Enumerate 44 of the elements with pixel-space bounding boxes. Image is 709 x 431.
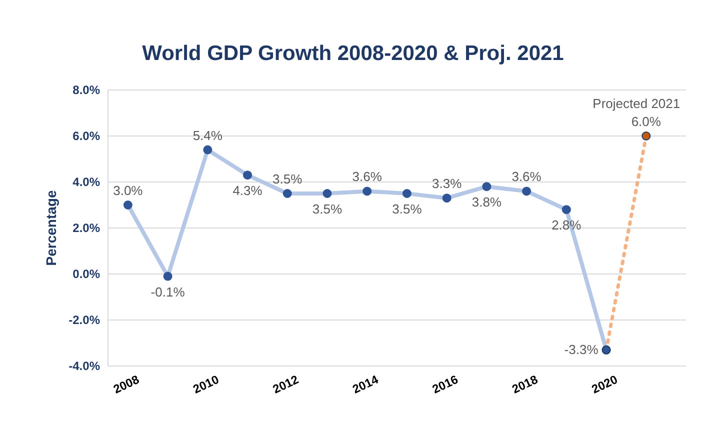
point <box>642 132 651 140</box>
point <box>322 189 332 198</box>
y-tick-label: 8.0% <box>72 83 100 97</box>
y-tick-label: -2.0% <box>68 313 100 327</box>
point <box>362 186 372 196</box>
data-label: 3.5% <box>272 172 303 186</box>
y-tick-label: -4.0% <box>68 359 100 373</box>
annotation: Projected 2021 <box>592 96 680 111</box>
y-tick-label: 2.0% <box>72 221 100 235</box>
y-tick-label: 6.0% <box>72 129 100 143</box>
x-tick-label: 2014 <box>350 372 381 396</box>
x-tick-label: 2020 <box>590 372 620 396</box>
point <box>562 205 571 214</box>
data-label: 5.4% <box>192 128 223 143</box>
x-tick-label: 2008 <box>111 372 142 396</box>
x-tick-label: 2012 <box>270 372 302 396</box>
data-label: 3.3% <box>432 176 462 192</box>
data-label: -3.3% <box>564 342 599 357</box>
x-tick-label: 2016 <box>430 372 460 396</box>
data-label: 4.3% <box>232 183 263 198</box>
data-label: -0.1% <box>150 284 186 300</box>
data-label: 6.0% <box>631 114 662 129</box>
y-tick-label: 4.0% <box>72 175 100 189</box>
data-label: 3.0% <box>113 183 144 198</box>
x-tick-label: 2018 <box>510 372 540 396</box>
chart-title: World GDP Growth 2008-2020 & Proj. 2021 <box>142 42 564 65</box>
point <box>163 272 172 281</box>
data-label: 3.5% <box>312 202 342 216</box>
point <box>243 170 252 180</box>
x-tick-label: 2010 <box>190 372 222 396</box>
data-label: 3.6% <box>512 169 542 184</box>
data-label: 3.6% <box>352 169 382 184</box>
data-label: 3.5% <box>392 202 422 216</box>
point <box>282 189 292 198</box>
data-label: 2.8% <box>552 218 582 233</box>
point <box>203 145 212 154</box>
y-tick-label: 0.0% <box>72 267 100 281</box>
point <box>482 182 492 192</box>
point <box>442 194 452 203</box>
data-label: 3.8% <box>472 194 502 210</box>
point <box>522 186 532 196</box>
point <box>123 200 132 210</box>
y-axis-title: Percentage <box>43 190 59 266</box>
point <box>402 189 412 198</box>
